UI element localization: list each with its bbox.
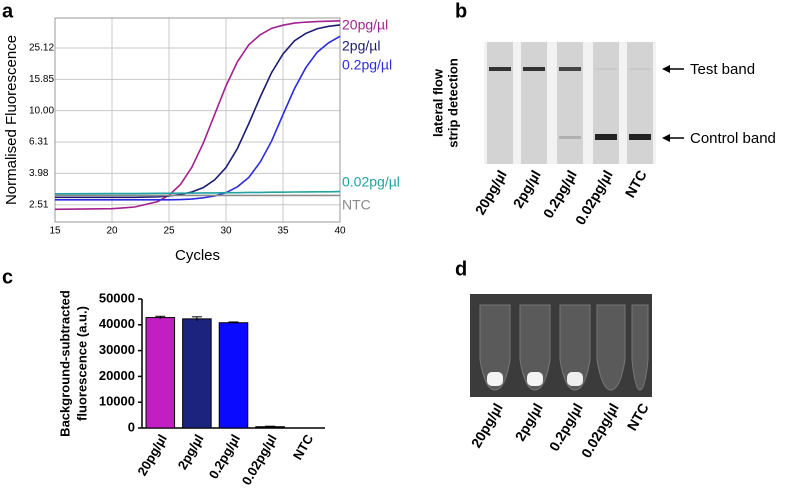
y-tick-label: 0 [128, 419, 135, 434]
lane-label: NTC [624, 400, 652, 433]
tube [519, 304, 551, 391]
test-band [523, 67, 545, 71]
tube-glow [487, 372, 503, 386]
error-bar [155, 315, 166, 319]
test-band [489, 67, 511, 71]
error-bar [265, 425, 276, 428]
line-series [54, 20, 341, 211]
plot-frame [54, 17, 341, 223]
arrow-head [662, 65, 670, 73]
x-axis-label: Cycles [175, 247, 220, 264]
lane-label: 2pg/µl [510, 167, 544, 210]
y-tick-label: 6.31 [29, 137, 49, 148]
ylabel-line: strip detection [445, 58, 460, 148]
y-tick-label: 50000 [99, 290, 135, 305]
lane-label: 0.2pg/µl [546, 400, 586, 453]
legend-label: 0.02pg/µl [342, 174, 400, 190]
line-series [55, 35, 341, 201]
test-band [559, 67, 581, 71]
y-tick-label: 25.12 [29, 43, 54, 54]
panel-letter: b [455, 0, 467, 22]
x-tick-label: 0.2pg/µl [206, 432, 243, 482]
tube [479, 304, 511, 391]
annotation: Control band [690, 130, 776, 147]
strip [557, 42, 583, 164]
tube [631, 304, 649, 391]
y-tick-label: 10000 [99, 394, 135, 409]
legend-label: NTC [342, 197, 371, 213]
tube-glow [527, 372, 543, 386]
x-tick-label: 15 [49, 226, 61, 237]
panel-letter: d [455, 258, 467, 280]
y-axis-label: Normalised Fluorescence [3, 35, 20, 205]
x-tick-label: 20pg/µl [134, 432, 170, 479]
control-band [629, 134, 651, 140]
ylabel-line: lateral flow [430, 68, 445, 137]
lane-label: 0.2pg/µl [540, 167, 580, 220]
y-tick-label: 15.85 [29, 74, 54, 85]
x-tick-label: 0.02pg/µl [239, 432, 280, 488]
legend-label: 0.2pg/µl [342, 57, 392, 73]
error-bar [228, 321, 239, 324]
x-tick-label: 30 [220, 226, 232, 237]
panel-letter: a [2, 0, 14, 22]
strip-panel: b lateral flow strip detection Test band… [430, 0, 776, 164]
test-band [629, 68, 651, 70]
tube [596, 304, 626, 391]
x-tick-label: 35 [277, 226, 289, 237]
lane-label: 2pg/µl [512, 400, 546, 443]
y-tick-label: 40000 [99, 316, 135, 331]
legend-label: 20pg/µl [342, 17, 388, 33]
legend-label: 2pg/µl [342, 38, 380, 54]
strip [593, 42, 619, 164]
x-tick-label: 40 [334, 226, 346, 237]
lane-label: 20pg/µl [468, 400, 506, 450]
test-band [595, 68, 617, 70]
bar [182, 318, 212, 429]
lane-label: NTC [622, 167, 650, 200]
x-tick-label: 2pg/µl [175, 432, 207, 472]
strip [487, 42, 513, 164]
x-tick-label: NTC [290, 431, 317, 462]
strip [627, 42, 653, 164]
line-series [54, 190, 341, 195]
annotation: Test band [690, 61, 755, 78]
panel-letter: c [2, 266, 13, 288]
control-band [559, 136, 581, 139]
x-tick-label: 20 [106, 226, 118, 237]
y-tick-label: 10.00 [29, 105, 54, 116]
y-axis-label: Background-subtracted [57, 290, 72, 437]
strip [521, 42, 547, 164]
bar [218, 322, 249, 429]
x-tick-label: 25 [163, 226, 175, 237]
tube [559, 304, 591, 391]
y-tick-label: 2.51 [29, 199, 49, 210]
tube-panel: d [455, 258, 652, 397]
strip-ylabel: lateral flow strip detection [430, 58, 460, 148]
tube-glow [567, 372, 583, 386]
y-axis-label: fluorescence (a.u.) [74, 306, 89, 421]
y-tick-label: 3.98 [29, 168, 49, 179]
bar [145, 317, 176, 429]
control-band [595, 134, 617, 140]
y-tick-label: 20000 [99, 368, 135, 383]
error-bar [191, 316, 202, 321]
y-tick-label: 30000 [99, 342, 135, 357]
line-series [55, 24, 341, 199]
arrow-head [662, 134, 670, 142]
lane-label: 20pg/µl [472, 167, 510, 217]
